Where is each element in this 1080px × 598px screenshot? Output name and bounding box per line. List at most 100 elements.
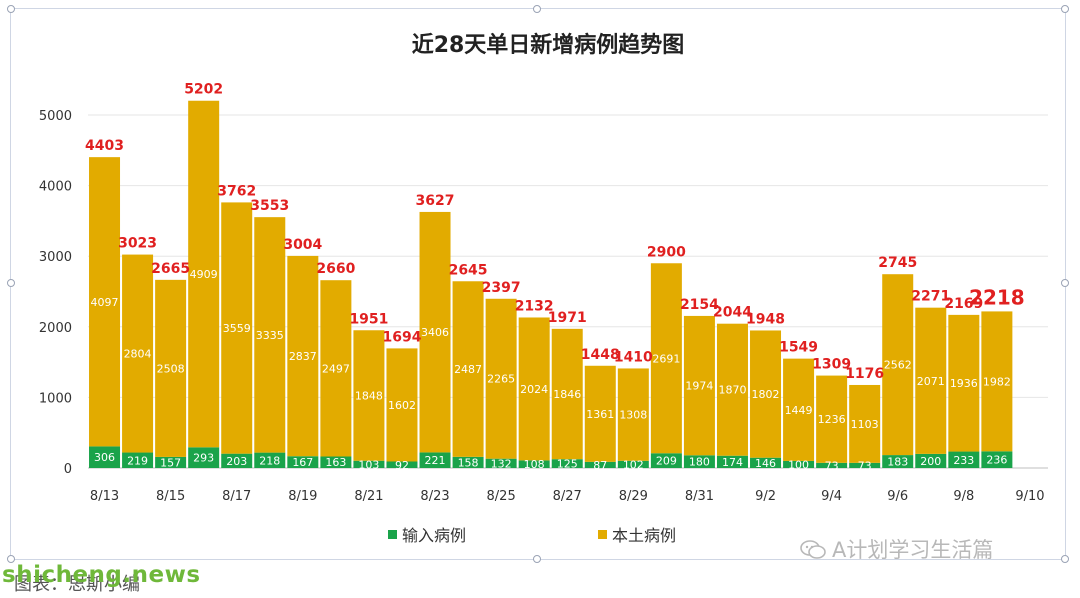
- data-label-local: 2497: [322, 362, 350, 375]
- bar-local: [650, 263, 682, 454]
- bar-local: [188, 100, 220, 448]
- data-label-total: 2645: [449, 262, 488, 278]
- data-label-total: 2745: [878, 255, 917, 271]
- bar-imported: [617, 460, 649, 468]
- data-label-local: 1308: [619, 409, 647, 422]
- data-label-local: 1236: [818, 413, 846, 426]
- data-label-total: 3762: [217, 183, 256, 199]
- bar-local: [981, 311, 1013, 452]
- y-axis: 0 1000 2000 3000 4000 5000: [39, 109, 72, 477]
- data-label-imported: 183: [887, 456, 908, 469]
- y-tick-label: 3000: [39, 250, 72, 265]
- data-label-total: 1448: [581, 347, 620, 363]
- data-label-local: 1361: [586, 408, 614, 421]
- x-axis: 8/13 8/15 8/17 8/19 8/21 8/23 8/25 8/27 8/29 8/31…: [90, 489, 1045, 504]
- data-label-imported: 221: [425, 454, 446, 467]
- data-label-imported: 73: [858, 459, 872, 472]
- data-label-total: 2660: [316, 261, 355, 277]
- footer-caption: 图表：思斯小编: [14, 574, 140, 595]
- bar-local: [320, 280, 352, 457]
- data-label-total: 1948: [746, 311, 785, 327]
- bar-imported: [816, 462, 848, 468]
- data-label-total: 2397: [482, 280, 521, 296]
- x-tick-label: 8/15: [156, 489, 185, 504]
- x-tick-label: 8/27: [553, 489, 582, 504]
- data-label-total: 2169: [944, 296, 983, 312]
- data-label-imported: 306: [94, 451, 115, 464]
- data-label-local: 1982: [983, 375, 1011, 388]
- bar-imported: [188, 447, 220, 468]
- bar-imported: [584, 461, 616, 468]
- resize-handle-bottom-left[interactable]: [7, 555, 15, 563]
- data-label-total: 1309: [812, 357, 851, 373]
- data-label-total: 2665: [151, 261, 190, 277]
- data-label-imported: 132: [491, 457, 512, 470]
- bar-local: [551, 328, 583, 460]
- x-tick-label: 8/21: [354, 489, 383, 504]
- x-tick-label: 9/8: [953, 489, 974, 504]
- wechat-watermark-text: A计划学习生活篇: [832, 538, 994, 562]
- bar-imported: [948, 451, 980, 468]
- bar-imported: [485, 458, 517, 468]
- data-label-imported: 92: [395, 459, 409, 472]
- x-tick-label: 9/4: [821, 489, 842, 504]
- bar-local: [353, 330, 385, 461]
- bar-imported: [683, 455, 715, 468]
- y-tick-label: 2000: [39, 321, 72, 336]
- data-label-local: 2508: [157, 362, 185, 375]
- data-label-imported: 163: [325, 456, 346, 469]
- x-tick-label: 8/13: [90, 489, 119, 504]
- data-label-imported: 102: [623, 458, 644, 471]
- data-label-local: 1449: [785, 404, 813, 417]
- resize-handle-top[interactable]: [533, 5, 541, 13]
- data-label-local: 2691: [652, 352, 680, 365]
- bar-imported: [254, 452, 286, 468]
- data-label-imported: 219: [127, 454, 148, 467]
- bar-imported: [386, 461, 418, 468]
- legend: 输入病例 本土病例: [388, 526, 676, 545]
- resize-handle-top-right[interactable]: [1061, 5, 1069, 13]
- y-tick-label: 5000: [39, 109, 72, 124]
- bar-local: [915, 307, 947, 454]
- resize-handle-left[interactable]: [7, 279, 15, 287]
- bar-imported: [882, 455, 914, 468]
- bar-local: [221, 202, 253, 454]
- data-label-local: 2837: [289, 350, 317, 363]
- data-label-imported: 236: [986, 454, 1007, 467]
- wechat-icon: [800, 540, 826, 559]
- data-label-total: 1951: [349, 311, 388, 327]
- x-tick-label: 8/17: [222, 489, 251, 504]
- data-label-imported: 157: [160, 456, 181, 469]
- data-label-local: 3559: [223, 322, 251, 335]
- data-label-imported: 233: [953, 454, 974, 467]
- data-label-total: 5202: [184, 82, 223, 98]
- resize-handle-bottom-right[interactable]: [1061, 555, 1069, 563]
- data-label-local: 2024: [520, 383, 548, 396]
- bar-local: [816, 375, 848, 463]
- data-label-total: 4403: [85, 138, 124, 154]
- bar-local: [254, 217, 286, 453]
- data-label-total: 1549: [779, 340, 818, 356]
- resize-handle-right[interactable]: [1061, 279, 1069, 287]
- legend-label-imported: 输入病例: [402, 526, 466, 545]
- data-label-total: 3004: [283, 237, 322, 253]
- x-tick-label: 8/25: [487, 489, 516, 504]
- bar-imported: [89, 446, 121, 468]
- data-label-imported: 100: [788, 458, 809, 471]
- data-label-local: 2562: [884, 359, 912, 372]
- bar-local: [683, 315, 715, 456]
- bar-local: [287, 255, 319, 457]
- data-label-total: 1971: [548, 310, 587, 326]
- data-label-total: 2218: [969, 285, 1025, 309]
- bar-imported: [551, 459, 583, 468]
- resize-handle-top-left[interactable]: [7, 5, 15, 13]
- data-label-local: 1870: [718, 384, 746, 397]
- data-label-local: 2487: [454, 363, 482, 376]
- bar-local: [485, 298, 517, 459]
- resize-handle-bottom[interactable]: [533, 555, 541, 563]
- legend-label-local: 本土病例: [612, 526, 676, 545]
- bar-local: [849, 384, 881, 463]
- data-label-total: 1176: [845, 366, 884, 382]
- data-labels: 306 4097 4403 219 2804 3023 157 2508 2665 293 4909…: [85, 82, 1025, 473]
